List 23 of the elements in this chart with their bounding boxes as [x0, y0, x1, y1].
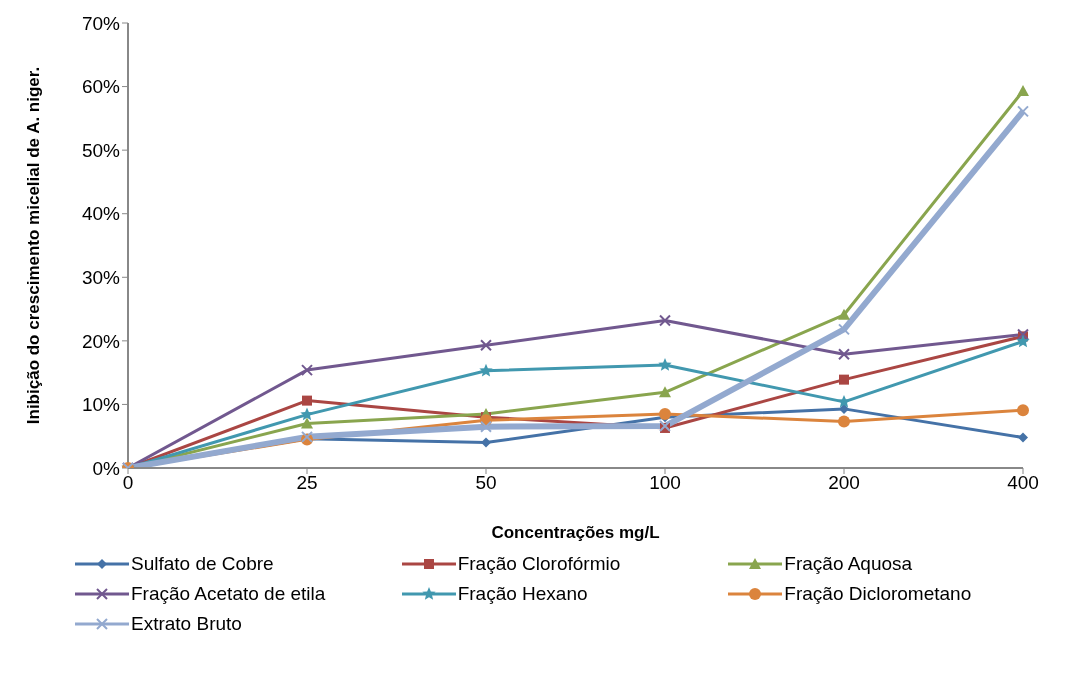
- y-tick-label: 0%: [92, 457, 121, 479]
- legend-label: Fração Hexano: [457, 583, 588, 605]
- x-tick-label: 100: [649, 472, 681, 494]
- y-tick-label: 20%: [81, 330, 121, 352]
- x-tick-label: 50: [475, 472, 497, 494]
- y-tick-label: 70%: [81, 12, 121, 34]
- x-tick-label: 25: [296, 472, 318, 494]
- x-axis-title: Concentrações mg/L: [491, 523, 660, 542]
- x-tick-label: 200: [828, 472, 860, 494]
- legend-label: Fração Diclorometano: [784, 583, 972, 605]
- x-tick-label: 0: [122, 472, 134, 494]
- legend-label: Fração Aquosa: [784, 553, 913, 575]
- y-tick-label: 10%: [81, 394, 121, 416]
- legend-label: Extrato Bruto: [131, 613, 242, 635]
- y-tick-label: 50%: [81, 139, 121, 161]
- y-axis-title: Inibição do crescimento micelial de A. niger.: [24, 66, 44, 425]
- legend-label: Sulfato de Cobre: [131, 553, 274, 575]
- legend-label: Fração Clorofórmio: [457, 553, 621, 575]
- x-tick-label: 400: [1007, 472, 1039, 494]
- y-tick-label: 60%: [81, 76, 121, 98]
- legend-label: Fração Acetato de etila: [131, 583, 326, 605]
- y-tick-label: 40%: [81, 203, 121, 225]
- y-tick-label: 30%: [81, 267, 121, 289]
